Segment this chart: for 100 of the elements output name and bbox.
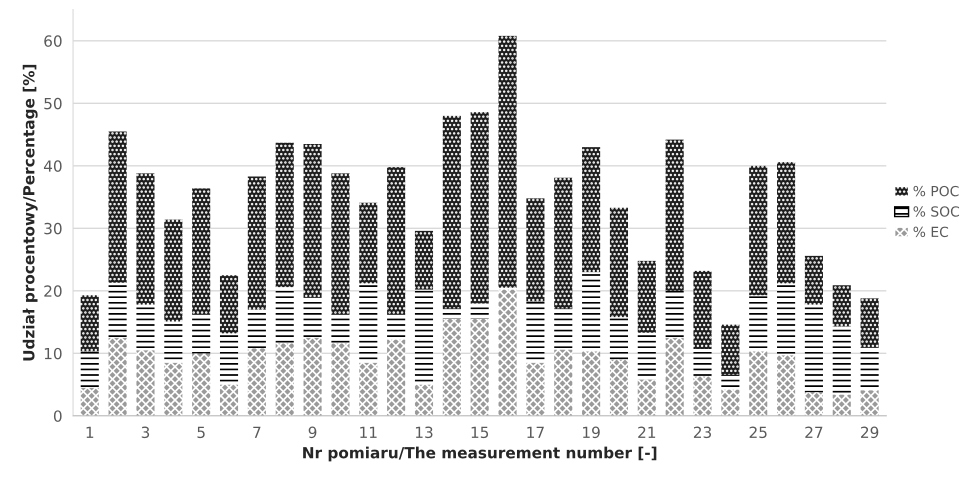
legend-label: % POC xyxy=(913,186,959,196)
bar xyxy=(610,360,628,416)
bar xyxy=(666,290,684,338)
bar xyxy=(276,142,294,288)
bar xyxy=(721,390,740,416)
bar xyxy=(331,173,350,314)
bar xyxy=(526,301,544,363)
bar xyxy=(359,202,378,284)
x-tick-label: 9 xyxy=(308,426,316,438)
y-tick-label: 10 xyxy=(44,348,62,360)
x-tick-label: 5 xyxy=(197,426,205,438)
bar xyxy=(80,388,99,416)
y-tick-label: 60 xyxy=(44,35,62,47)
x-tick-label: 29 xyxy=(861,426,878,438)
bar xyxy=(554,350,572,416)
y-axis-title: Udział procentowy/Percentage [%] xyxy=(22,64,38,360)
y-tick-label: 50 xyxy=(44,98,62,110)
bar xyxy=(164,220,182,322)
bar xyxy=(387,340,406,416)
bar xyxy=(359,283,378,363)
bar xyxy=(136,173,155,305)
bar xyxy=(860,390,879,416)
bar xyxy=(248,176,266,310)
bar xyxy=(331,314,350,344)
bar xyxy=(721,324,740,375)
y-tick-label: 40 xyxy=(44,160,62,172)
bar xyxy=(777,283,796,356)
bar xyxy=(470,318,489,416)
y-tick-label: 30 xyxy=(44,222,62,234)
bar xyxy=(693,270,712,349)
bar xyxy=(693,376,712,416)
bar xyxy=(220,333,238,385)
bar xyxy=(387,167,406,314)
bar xyxy=(220,384,238,416)
bar xyxy=(832,394,851,416)
bar xyxy=(470,303,489,319)
bar xyxy=(526,198,544,302)
bar xyxy=(498,36,517,288)
bar xyxy=(804,256,823,305)
bar xyxy=(860,348,879,390)
legend-label: % EC xyxy=(913,226,948,238)
x-tick-label: 7 xyxy=(253,426,260,438)
bar xyxy=(582,147,600,272)
bar xyxy=(414,384,434,416)
x-tick-label: 11 xyxy=(360,426,377,438)
bar xyxy=(554,308,572,350)
bar xyxy=(164,362,182,416)
x-tick-label: 19 xyxy=(583,426,600,438)
bar xyxy=(554,178,572,308)
x-tick-label: 27 xyxy=(805,426,822,438)
bar xyxy=(304,298,322,338)
bar xyxy=(666,338,684,416)
bar xyxy=(359,362,378,416)
bar xyxy=(192,353,210,416)
bar xyxy=(638,260,656,333)
x-tick-label: 25 xyxy=(750,426,767,438)
bar xyxy=(610,208,628,318)
x-tick-label: 15 xyxy=(472,426,488,438)
bar xyxy=(832,285,851,326)
x-axis-title: Nr pomiaru/The measurement number [-] xyxy=(303,446,656,462)
bar xyxy=(777,355,796,416)
bar xyxy=(860,298,879,348)
bar xyxy=(248,348,266,416)
bar xyxy=(582,351,600,416)
bar xyxy=(721,374,740,390)
bar xyxy=(804,392,823,416)
bar xyxy=(638,380,656,416)
bar xyxy=(666,140,684,291)
bar xyxy=(749,351,768,416)
y-tick-label: 20 xyxy=(44,285,62,297)
bar xyxy=(304,338,322,416)
x-tick-label: 23 xyxy=(694,426,712,438)
bar xyxy=(442,318,461,416)
legend-label: % SOC xyxy=(913,206,960,217)
bar xyxy=(387,314,406,340)
bar xyxy=(498,290,517,416)
bar xyxy=(414,230,434,290)
x-tick-label: 1 xyxy=(86,426,94,438)
bar xyxy=(220,275,238,334)
bar xyxy=(192,314,210,354)
bar xyxy=(442,116,461,308)
x-tick-label: 17 xyxy=(527,426,544,438)
bar xyxy=(136,350,155,416)
bar xyxy=(442,308,461,319)
bar xyxy=(526,362,544,416)
bar xyxy=(192,188,210,314)
x-tick-label: 21 xyxy=(638,426,656,438)
bar xyxy=(108,338,127,416)
x-tick-label: 13 xyxy=(416,426,432,438)
bar xyxy=(470,112,489,304)
x-tick-label: 3 xyxy=(142,426,150,438)
bar xyxy=(777,162,796,284)
bar xyxy=(108,131,127,283)
bar xyxy=(331,343,350,416)
bar xyxy=(610,317,628,360)
bar xyxy=(414,290,434,385)
bar xyxy=(304,144,322,298)
bar xyxy=(749,166,768,296)
y-tick-label: 0 xyxy=(54,410,62,422)
bar xyxy=(80,351,99,388)
